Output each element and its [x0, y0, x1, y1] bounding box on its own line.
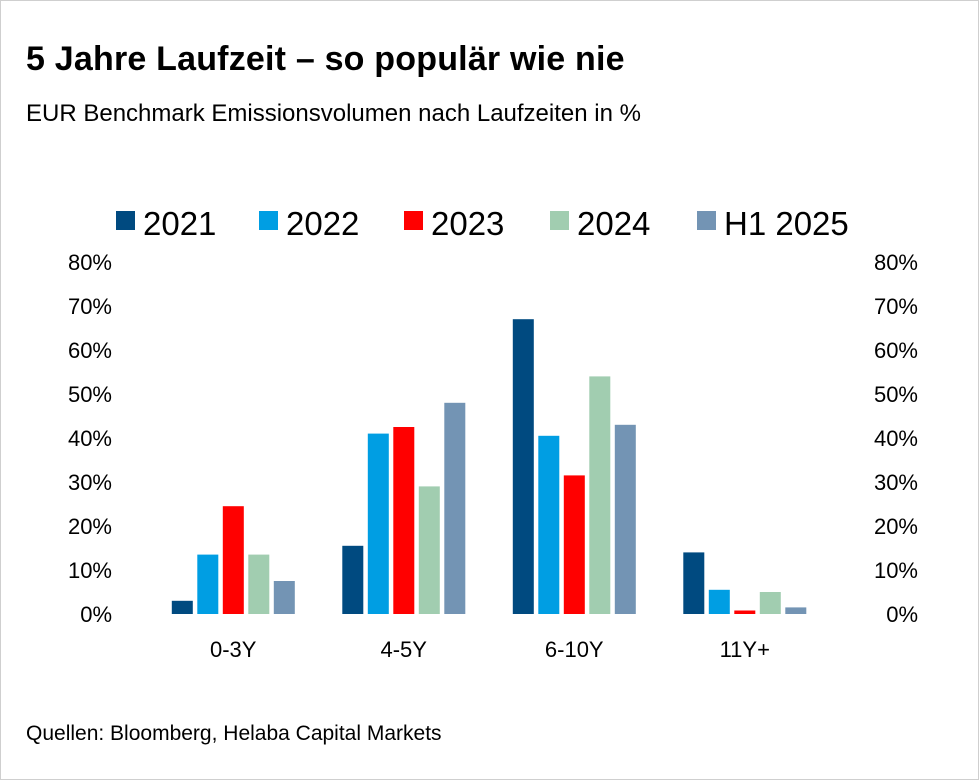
legend: 2021 2022 2023 2024 H1 2025	[116, 205, 849, 242]
bar-2023-4-5y	[393, 427, 415, 614]
legend-label: 2021	[143, 205, 216, 242]
legend-item-2024: 2024	[550, 205, 650, 242]
y-tick-label-left: 30%	[68, 470, 112, 495]
bar-group-11y-	[683, 552, 807, 614]
y-tick-label-right: 20%	[874, 514, 918, 539]
y-axis-left: 0% 10% 20% 30% 40% 50% 60% 70% 80%	[68, 250, 112, 627]
bar-h1-2025-6-10y	[614, 424, 636, 614]
bar-group-0-3y	[171, 506, 295, 614]
bar-2022-11y-	[708, 589, 730, 614]
y-tick-label-right: 50%	[874, 382, 918, 407]
chart-subtitle: EUR Benchmark Emissionsvolumen nach Lauf…	[26, 100, 641, 127]
legend-item-2021: 2021	[116, 205, 216, 242]
y-axis-right: 0% 10% 20% 30% 40% 50% 60% 70% 80%	[874, 250, 918, 627]
y-tick-label-right: 70%	[874, 294, 918, 319]
x-axis: 0-3Y 4-5Y 6-10Y 11Y+	[210, 637, 770, 662]
bar-2022-6-10y	[538, 435, 560, 614]
legend-swatch	[697, 211, 716, 230]
y-tick-label-left: 20%	[68, 514, 112, 539]
source-note: Quellen: Bloomberg, Helaba Capital Marke…	[26, 722, 442, 745]
bar-h1-2025-4-5y	[444, 402, 466, 614]
legend-swatch	[404, 211, 423, 230]
bar-2021-6-10y	[512, 319, 534, 614]
legend-item-h1-2025: H1 2025	[697, 205, 849, 242]
y-tick-label-left: 0%	[80, 602, 112, 627]
bar-2021-11y-	[683, 552, 705, 614]
legend-label: 2022	[286, 205, 359, 242]
bar-2023-11y-	[734, 610, 756, 614]
chart-title: 5 Jahre Laufzeit – so populär wie nie	[26, 40, 625, 78]
legend-label: H1 2025	[724, 205, 849, 242]
bar-h1-2025-11y-	[785, 607, 807, 614]
legend-swatch	[550, 211, 569, 230]
y-tick-label-right: 60%	[874, 338, 918, 363]
y-tick-label-left: 80%	[68, 250, 112, 275]
bar-group-6-10y	[512, 319, 636, 614]
x-category-label: 6-10Y	[545, 637, 604, 662]
bar-2024-11y-	[759, 592, 781, 614]
y-tick-label-left: 40%	[68, 426, 112, 451]
bar-2024-4-5y	[418, 486, 440, 614]
legend-label: 2024	[577, 205, 650, 242]
bars	[171, 319, 807, 614]
x-category-label: 11Y+	[720, 637, 770, 662]
y-tick-label-left: 10%	[68, 558, 112, 583]
bar-h1-2025-0-3y	[273, 581, 295, 614]
y-tick-label-left: 60%	[68, 338, 112, 363]
y-tick-label-right: 30%	[874, 470, 918, 495]
legend-item-2023: 2023	[404, 205, 504, 242]
bar-group-4-5y	[342, 402, 466, 614]
y-tick-label-right: 40%	[874, 426, 918, 451]
y-tick-label-left: 70%	[68, 294, 112, 319]
bar-2022-0-3y	[197, 554, 219, 614]
y-tick-label-right: 80%	[874, 250, 918, 275]
bar-2024-0-3y	[248, 554, 270, 614]
bar-2021-4-5y	[342, 545, 364, 614]
legend-label: 2023	[431, 205, 504, 242]
y-tick-label-right: 0%	[886, 602, 918, 627]
x-category-label: 0-3Y	[210, 637, 257, 662]
bar-2021-0-3y	[171, 600, 193, 614]
bar-2024-6-10y	[589, 376, 611, 614]
legend-swatch	[259, 211, 278, 230]
y-tick-label-right: 10%	[874, 558, 918, 583]
bar-2022-4-5y	[367, 433, 389, 614]
bar-2023-0-3y	[222, 506, 244, 614]
bar-2023-6-10y	[563, 475, 585, 614]
x-category-label: 4-5Y	[381, 637, 428, 662]
y-tick-label-left: 50%	[68, 382, 112, 407]
legend-swatch	[116, 211, 135, 230]
legend-item-2022: 2022	[259, 205, 359, 242]
